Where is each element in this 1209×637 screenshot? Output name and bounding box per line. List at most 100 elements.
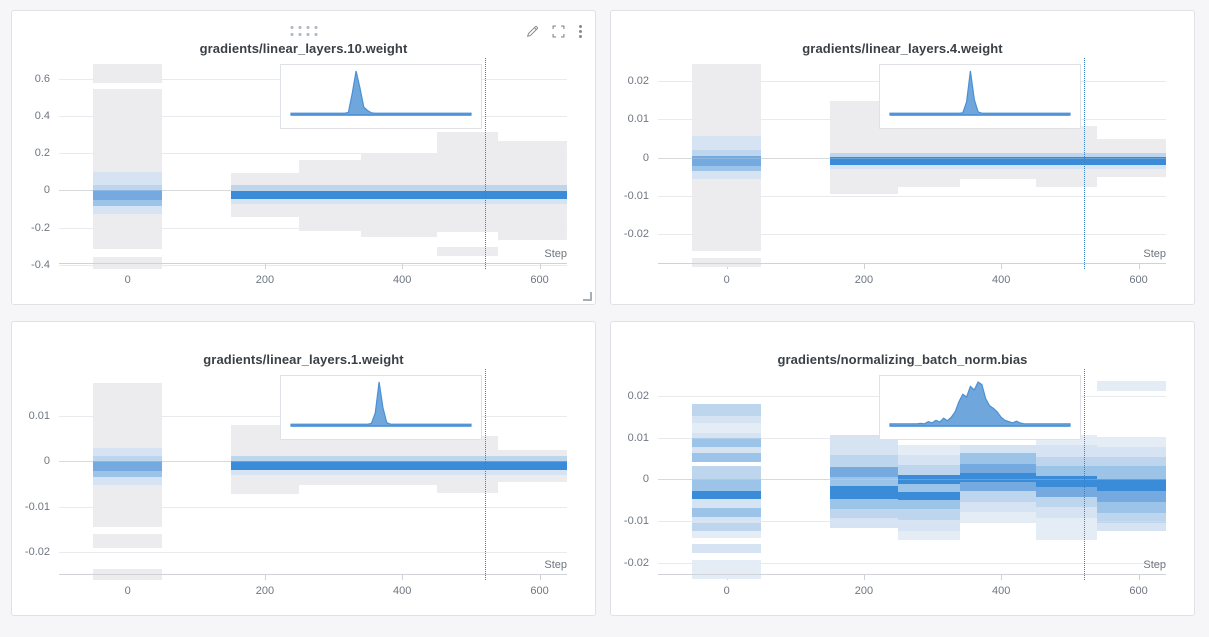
y-tick-label: 0.6 xyxy=(34,72,50,85)
histogram-band xyxy=(692,171,761,179)
step-marker-line xyxy=(1083,369,1085,580)
histogram-band xyxy=(1097,446,1166,457)
y-gridline xyxy=(658,195,1166,197)
histogram-band xyxy=(93,88,162,250)
x-tick-label: 0 xyxy=(124,274,131,286)
histogram-band xyxy=(692,165,761,172)
x-axis-line xyxy=(658,574,1166,575)
panel-controls xyxy=(524,23,585,39)
histogram-band xyxy=(1035,466,1098,477)
histogram-band xyxy=(93,190,162,201)
panel-gradients-linear-layers-4-weight: gradients/linear_layers.4.weight 0.02 0.0… xyxy=(610,10,1195,305)
x-tick-mark xyxy=(1001,575,1003,580)
chart-plot-area[interactable]: 0.6 0.4 0.2 0 -0.2 -0.4 0 200 400 600 Step xyxy=(31,58,567,286)
histogram-band xyxy=(230,456,567,461)
y-tick-label: -0.02 xyxy=(623,228,649,241)
histogram-band xyxy=(898,475,961,485)
mini-histogram xyxy=(280,64,482,129)
histogram-band xyxy=(829,455,899,467)
histogram-band xyxy=(1097,466,1166,480)
histogram-band xyxy=(692,516,761,524)
edit-icon[interactable] xyxy=(524,23,541,39)
histogram-band xyxy=(1035,456,1098,467)
x-tick-label: 200 xyxy=(854,585,874,597)
histogram-band xyxy=(1035,445,1098,457)
histogram-band xyxy=(692,403,761,417)
x-tick-mark xyxy=(1138,264,1140,269)
x-tick-label: 200 xyxy=(255,585,275,597)
x-tick-mark xyxy=(402,575,404,580)
x-tick-mark xyxy=(264,575,266,580)
step-axis-label: Step xyxy=(544,248,567,260)
histogram-band xyxy=(829,156,1166,165)
x-tick-label: 0 xyxy=(124,585,131,597)
histogram-band xyxy=(93,63,162,84)
histogram-band xyxy=(1097,501,1166,513)
y-tick-label: -0.2 xyxy=(31,221,50,234)
y-gridline-overlay xyxy=(658,479,1166,481)
x-tick-mark xyxy=(539,575,541,580)
step-marker-line xyxy=(484,369,486,580)
drag-handle-icon[interactable] xyxy=(290,26,317,36)
histogram-band xyxy=(829,476,899,487)
histogram-band xyxy=(230,198,567,205)
panel-gradients-linear-layers-10-weight: gradients/linear_layers.10.weight 0.6 0.4… xyxy=(11,10,596,305)
histogram-band xyxy=(93,171,162,186)
histogram-band xyxy=(692,508,761,517)
y-tick-label: 0.4 xyxy=(34,109,50,122)
y-tick-label: -0.4 xyxy=(31,258,50,271)
histogram-band xyxy=(1035,496,1098,507)
histogram-band xyxy=(898,519,961,532)
y-gridline-overlay xyxy=(59,506,567,508)
histogram-band xyxy=(960,511,1036,524)
mini-histogram xyxy=(280,375,482,440)
y-tick-label: 0.01 xyxy=(627,113,649,126)
x-tick-label: 400 xyxy=(992,585,1011,597)
histogram-band xyxy=(898,508,961,520)
histogram-band xyxy=(93,185,162,191)
y-tick-label: 0 xyxy=(43,455,50,468)
histogram-band xyxy=(898,500,961,509)
histogram-band xyxy=(829,164,1166,170)
y-tick-label: -0.02 xyxy=(24,545,50,558)
chart-plot-area[interactable]: 0.01 0 -0.01 -0.02 0 200 400 600 Step xyxy=(25,369,567,597)
kebab-menu-icon[interactable] xyxy=(576,23,585,39)
histogram-band xyxy=(1097,456,1166,467)
y-tick-label: -0.01 xyxy=(623,514,649,527)
x-tick-label: 200 xyxy=(854,274,874,286)
panel-gradients-normalizing-batch-norm-bias: gradients/normalizing_batch_norm.bias 0.… xyxy=(610,321,1195,616)
resize-handle-icon[interactable] xyxy=(583,292,592,301)
x-tick-mark xyxy=(402,264,404,269)
histogram-band xyxy=(898,454,961,465)
x-tick-label: 400 xyxy=(393,585,412,597)
mini-histogram xyxy=(879,375,1081,440)
panel-gradients-linear-layers-1-weight: gradients/linear_layers.1.weight 0.01 0 -0… xyxy=(11,321,596,616)
histogram-band xyxy=(692,422,761,433)
step-marker-line xyxy=(484,58,486,269)
x-tick-mark xyxy=(863,264,865,269)
histogram-band xyxy=(829,508,899,519)
chart-title: gradients/normalizing_batch_norm.bias xyxy=(777,352,1028,367)
histogram-band xyxy=(1097,512,1166,524)
y-tick-label: 0 xyxy=(642,151,649,164)
x-axis-line xyxy=(658,263,1166,264)
histogram-band xyxy=(230,185,567,192)
histogram-band xyxy=(93,200,162,206)
y-tick-label: 0 xyxy=(43,184,50,197)
histogram-band xyxy=(692,479,761,491)
histogram-band xyxy=(1035,435,1098,446)
histogram-band xyxy=(93,455,162,461)
step-axis-label: Step xyxy=(1143,559,1166,571)
fullscreen-icon[interactable] xyxy=(550,23,567,39)
y-tick-label: 0.2 xyxy=(34,147,50,160)
chart-plot-area[interactable]: 0.02 0.01 0 -0.01 -0.02 0 200 400 600 Step xyxy=(624,369,1166,597)
histogram-band xyxy=(898,531,961,540)
y-gridline-overlay xyxy=(658,157,1166,159)
histogram-band xyxy=(692,447,761,454)
chart-plot-area[interactable]: 0.02 0.01 0 -0.01 -0.02 0 200 400 600 Step xyxy=(624,58,1166,286)
y-gridline-overlay xyxy=(59,264,567,266)
y-gridline-overlay xyxy=(59,461,567,463)
histogram-band xyxy=(1097,381,1166,392)
chart-title: gradients/linear_layers.4.weight xyxy=(802,41,1003,56)
y-gridline xyxy=(658,234,1166,236)
